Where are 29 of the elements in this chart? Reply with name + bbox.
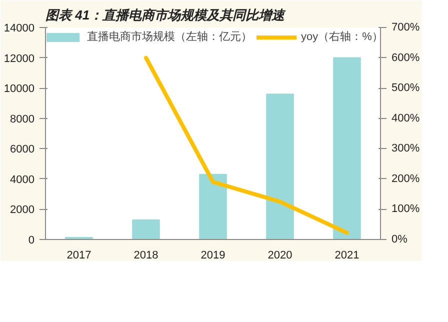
x-tick-label: 2021	[334, 250, 360, 262]
y-tick-label: 4000	[10, 174, 35, 186]
y2-tick-label: 0%	[392, 234, 408, 246]
x-tick-label: 2018	[134, 250, 158, 262]
y2-tick-label: 500%	[392, 82, 420, 94]
y-tick-label: 0	[28, 234, 35, 246]
y-tick-label: 2000	[10, 204, 35, 216]
y-tick-label: 12000	[4, 52, 35, 65]
y2-tick-label: 100%	[392, 203, 420, 216]
y2-tick-label: 600%	[392, 52, 420, 64]
x-tick-label: 2020	[268, 250, 292, 262]
y2-tick-label: 200%	[392, 172, 420, 185]
x-tick-label: 2019	[200, 250, 226, 262]
legend-label: yoy（右轴：%）	[301, 30, 381, 44]
y-tick-label: 6000	[10, 144, 35, 156]
y2-tick-label: 400%	[392, 112, 420, 124]
bar	[132, 219, 160, 240]
line-series	[144, 56, 349, 235]
bar	[266, 94, 294, 240]
x-tick-label: 2017	[66, 250, 92, 262]
y-tick-label: 14000	[4, 22, 35, 34]
y-tick-label: 10000	[4, 83, 35, 96]
y2-tick-label: 700%	[392, 22, 420, 34]
y2-tick-label: 300%	[392, 142, 420, 155]
y-tick-label: 8000	[10, 113, 35, 126]
bar	[199, 174, 227, 240]
legend-label: 直播电商市场规模（左轴：亿元）	[87, 30, 252, 44]
chart-title: 图表 41：直播电商市场规模及其同比增速	[46, 8, 287, 22]
bar	[333, 57, 361, 240]
